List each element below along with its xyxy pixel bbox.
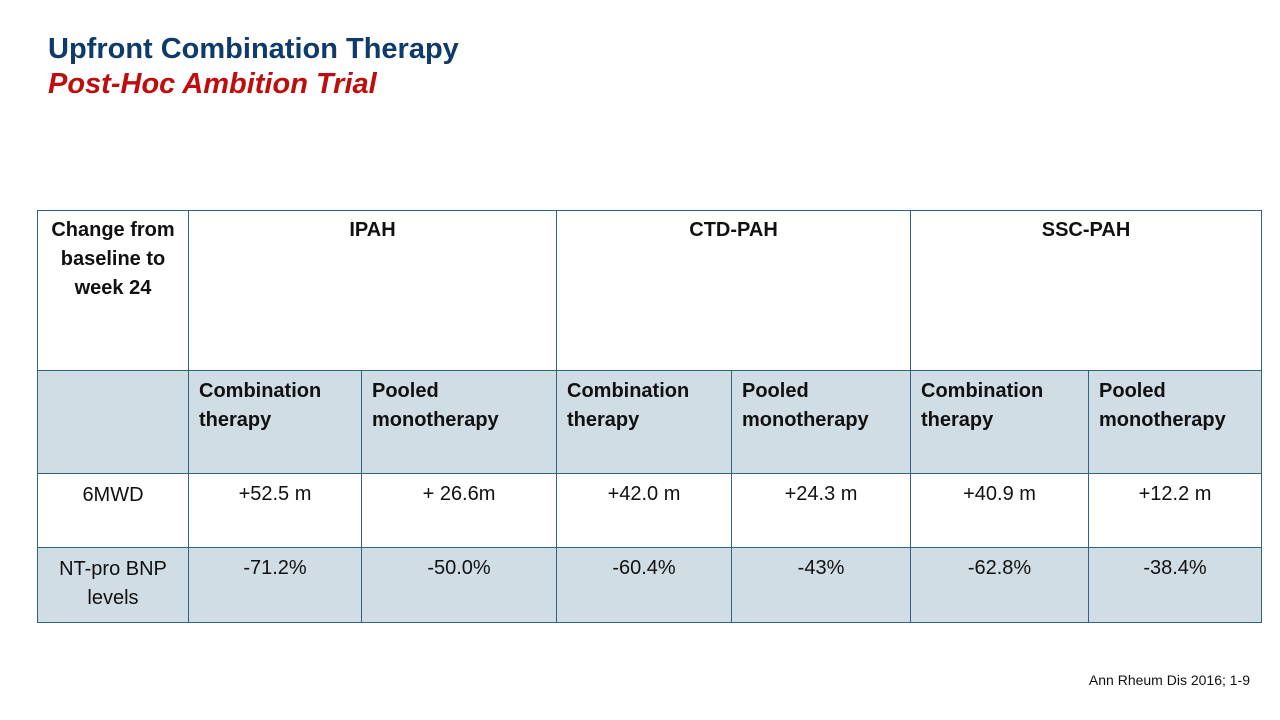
table-cell: -38.4%: [1088, 547, 1263, 623]
table-cell: -60.4%: [556, 547, 732, 623]
empty-subheader-cell: [37, 370, 189, 474]
subheader-cell: Pooled monotherapy: [730, 370, 912, 474]
row-label: NT-pro BNP levels: [37, 547, 189, 623]
table-cell: +42.0 m: [556, 473, 732, 548]
table-cell: + 26.6m: [361, 473, 557, 548]
slide-subtitle: Post-Hoc Ambition Trial: [48, 68, 377, 100]
subheader-cell: Pooled monotherapy: [1088, 370, 1263, 474]
subheader-cell: Combination therapy: [556, 370, 732, 474]
corner-header-cell: Change from baseline to week 24: [37, 210, 189, 371]
table-cell: +40.9 m: [910, 473, 1090, 548]
results-table: Change from baseline to week 24 IPAH CTD…: [37, 210, 1263, 623]
table-cell: +24.3 m: [730, 473, 912, 548]
table-cell: +12.2 m: [1088, 473, 1263, 548]
table-cell: -71.2%: [188, 547, 362, 623]
subheader-cell: Combination therapy: [910, 370, 1090, 474]
group-header-ssc-pah: SSC-PAH: [910, 210, 1263, 371]
table-cell: -62.8%: [910, 547, 1090, 623]
group-header-ctd-pah: CTD-PAH: [555, 210, 912, 371]
citation: Ann Rheum Dis 2016; 1-9: [1088, 672, 1250, 688]
row-label: 6MWD: [37, 473, 189, 548]
table-cell: -43%: [730, 547, 912, 623]
table-header-row: Change from baseline to week 24 IPAH CTD…: [37, 210, 1263, 371]
subheader-cell: Pooled monotherapy: [361, 370, 557, 474]
subheader-cell: Combination therapy: [188, 370, 362, 474]
table-subheader-row: Combination therapy Pooled monotherapy C…: [37, 370, 1263, 474]
table-cell: -50.0%: [361, 547, 557, 623]
slide-title: Upfront Combination Therapy: [48, 33, 459, 65]
table-row: NT-pro BNP levels -71.2% -50.0% -60.4% -…: [37, 547, 1263, 623]
group-header-ipah: IPAH: [188, 210, 557, 371]
table-row: 6MWD +52.5 m + 26.6m +42.0 m +24.3 m +40…: [37, 473, 1263, 548]
table-cell: +52.5 m: [188, 473, 362, 548]
